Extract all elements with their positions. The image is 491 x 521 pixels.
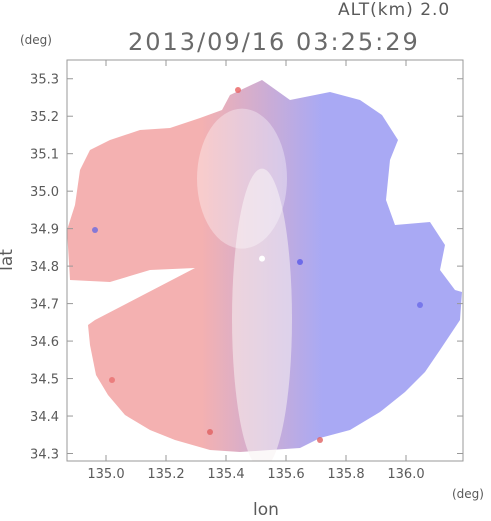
plot-frame: [66, 59, 464, 462]
velocity-speckle: [109, 377, 115, 383]
x-axis-label: lon: [253, 500, 279, 520]
y-tick-label: 35.3: [30, 73, 59, 88]
y-tick-label: 35.2: [30, 110, 59, 125]
y-tick-label: 35.0: [30, 185, 59, 200]
y-tick-label: 34.8: [30, 260, 59, 275]
velocity-speckle: [207, 429, 213, 435]
x-tick-label: 135.4: [207, 467, 244, 482]
y-unit-label: (deg): [20, 33, 52, 47]
x-tick-label: 135.6: [267, 467, 304, 482]
x-tick-label: 135.8: [327, 467, 364, 482]
velocity-speckle: [235, 87, 241, 93]
neutral-velocity-band: [232, 168, 292, 461]
y-axis-ticks: 34.3 34.4 34.5 34.6 34.7 34.8 34.9 35.0 35.1 35.2…: [30, 73, 463, 463]
radar-site-marker: [259, 255, 265, 262]
y-tick-label: 34.9: [30, 223, 59, 238]
x-tick-label: 135.0: [87, 467, 124, 482]
y-tick-label: 34.4: [30, 410, 59, 425]
y-tick-label: 34.6: [30, 335, 59, 350]
x-tick-label: 135.2: [147, 467, 184, 482]
x-axis-ticks: 135.0 135.2 135.4 135.6 135.8 136.0: [87, 60, 425, 482]
altitude-label: ALT(km) 2.0: [338, 0, 451, 20]
velocity-speckle: [317, 437, 323, 443]
x-unit-label: (deg): [452, 487, 484, 501]
y-tick-label: 34.7: [30, 298, 59, 313]
radar-scan-layer: [67, 80, 462, 461]
y-tick-label: 35.1: [30, 148, 59, 163]
x-tick-label: 136.0: [387, 467, 424, 482]
neutral-velocity-band-north: [197, 108, 287, 249]
velocity-speckle: [92, 227, 98, 233]
y-tick-label: 34.5: [30, 373, 59, 388]
velocity-speckle: [417, 302, 423, 308]
velocity-speckle: [297, 259, 303, 265]
y-tick-label: 34.3: [30, 448, 59, 463]
datetime-title: 2013/09/16 03:25:29: [128, 28, 420, 56]
